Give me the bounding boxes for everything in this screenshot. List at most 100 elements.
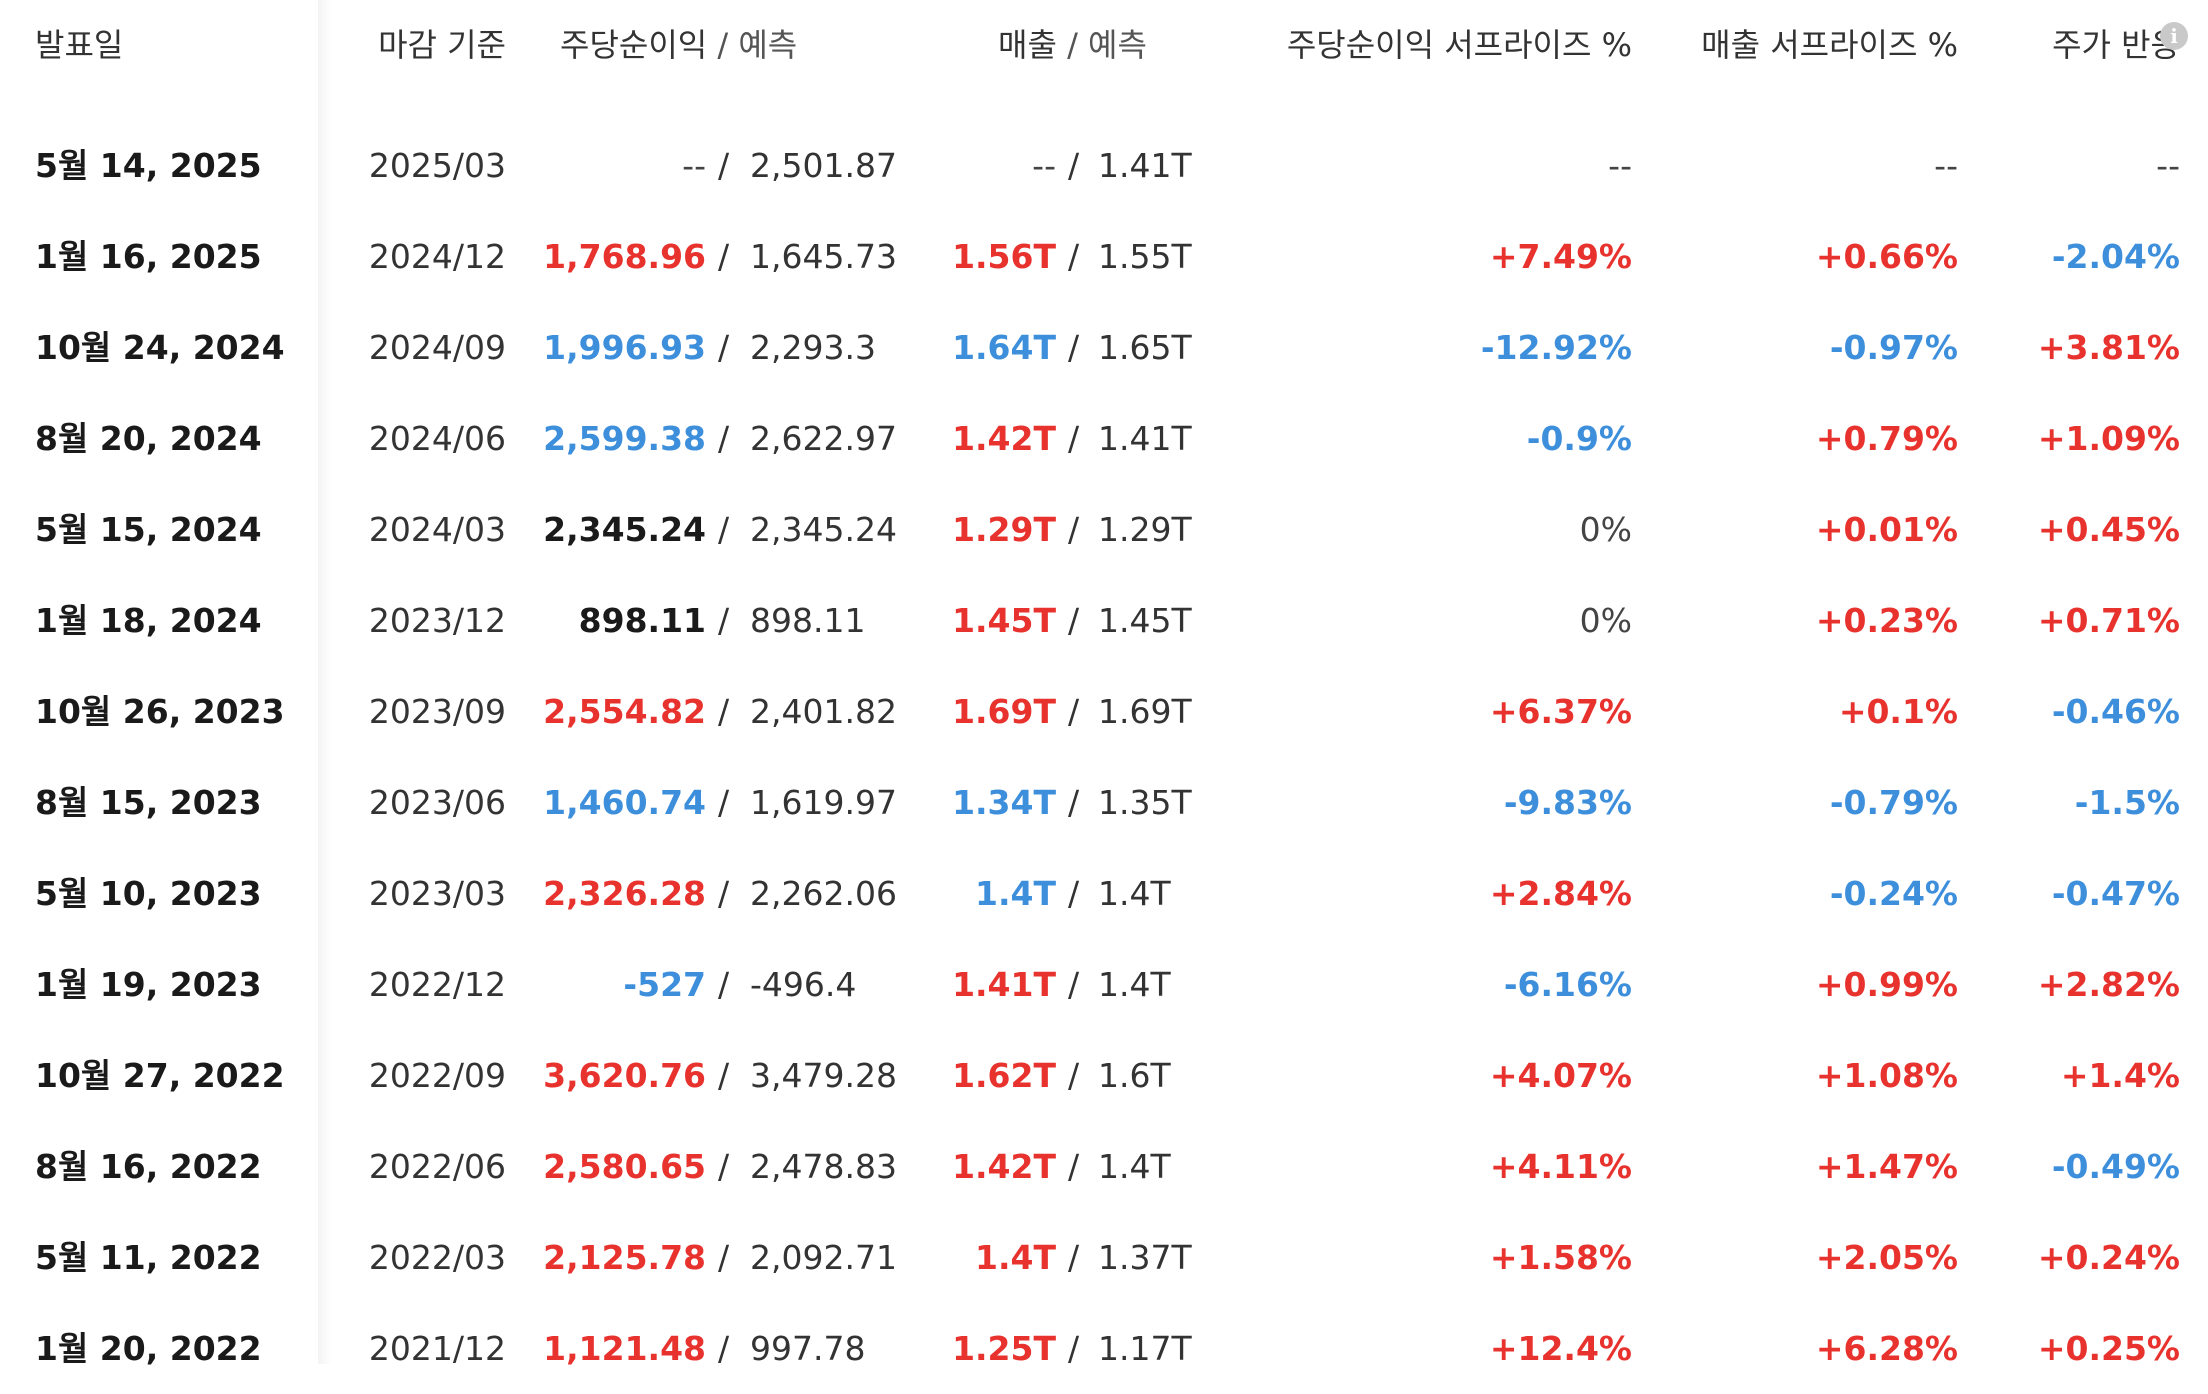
price-reaction: +1.09% [2037,419,2180,458]
eps-estimate: 3,479.28 [750,1056,897,1095]
revenue-surprise: -0.24% [1829,874,1958,913]
fiscal-period: 2024/06 [368,419,506,458]
eps-actual: 1,121.48 [543,1329,706,1368]
eps-surprise: +12.4% [1489,1329,1632,1368]
header-eps-surprise[interactable]: 주당순이익 서프라이즈 % [1240,22,1632,68]
release-date: 1월 20, 2022 [35,1329,262,1368]
header-price-reaction-label: 주가 반응 [2052,26,2180,64]
revenue-actual: 1.64T [952,328,1056,367]
revenue-separator: / [1068,783,1080,822]
revenue-surprise: +1.47% [1815,1147,1958,1186]
header-period[interactable]: 마감 기준 [330,22,506,68]
revenue-surprise: +0.99% [1815,965,1958,1004]
table-row[interactable]: 5월 11, 2022 2022/03 2,125.78 / 2,092.71 1.4T /… [0,1212,2208,1303]
table-row[interactable]: 5월 10, 2023 2023/03 2,326.28 / 2,262.06 1.4T /… [0,848,2208,939]
eps-surprise: +1.58% [1489,1238,1632,1277]
header-revenue-est-label: 예측 [1088,26,1147,64]
table-row[interactable]: 1월 19, 2023 2022/12 -527 / -496.4 1.41T / 1.4T -… [0,939,2208,1030]
revenue-estimate: 1.4T [1098,874,1171,913]
revenue-surprise: +0.23% [1815,601,1958,640]
price-reaction: +0.24% [2037,1238,2180,1277]
revenue-actual: 1.34T [952,783,1056,822]
price-reaction: +0.71% [2037,601,2180,640]
revenue-surprise: +6.28% [1815,1329,1958,1368]
price-reaction: -0.46% [2051,692,2180,731]
revenue-actual: 1.4T [975,1238,1056,1277]
eps-estimate: 1,645.73 [750,237,897,276]
price-reaction: +0.25% [2037,1329,2180,1368]
revenue-separator: / [1068,328,1080,367]
table-row[interactable]: 8월 16, 2022 2022/06 2,580.65 / 2,478.83 1.42T… [0,1121,2208,1212]
revenue-surprise: +0.1% [1838,692,1958,731]
eps-separator: / [718,1329,730,1368]
eps-actual: 3,620.76 [543,1056,706,1095]
header-price-reaction[interactable]: 주가 반응 [1980,22,2180,68]
price-reaction: +3.81% [2037,328,2180,367]
eps-estimate: 2,401.82 [750,692,897,731]
eps-separator: / [718,510,730,549]
table-row[interactable]: 10월 24, 2024 2024/09 1,996.93 / 2,293.3 1.64T… [0,302,2208,393]
revenue-actual: 1.42T [952,419,1056,458]
header-revenue-surprise-label: 매출 서프라이즈 % [1701,26,1958,64]
release-date: 10월 27, 2022 [35,1056,285,1095]
header-revenue[interactable]: 매출 / 예측 [998,22,1147,68]
fiscal-period: 2024/09 [368,328,506,367]
fiscal-period: 2023/03 [368,874,506,913]
eps-estimate: 898.11 [750,601,866,640]
eps-estimate: 1,619.97 [750,783,897,822]
revenue-surprise: -0.79% [1829,783,1958,822]
revenue-separator: / [1068,601,1080,640]
revenue-estimate: 1.45T [1098,601,1192,640]
release-date: 5월 11, 2022 [35,1238,262,1277]
fiscal-period: 2023/06 [368,783,506,822]
price-reaction: +0.45% [2037,510,2180,549]
revenue-estimate: 1.69T [1098,692,1192,731]
release-date: 1월 16, 2025 [35,237,262,276]
fiscal-period: 2022/12 [368,965,506,1004]
revenue-actual: 1.29T [952,510,1056,549]
table-row[interactable]: 8월 15, 2023 2023/06 1,460.74 / 1,619.97 1.34T… [0,757,2208,848]
price-reaction: -2.04% [2051,237,2180,276]
eps-separator: / [718,328,730,367]
table-row[interactable]: 10월 27, 2022 2022/09 3,620.76 / 3,479.28 1.62… [0,1030,2208,1121]
table-row[interactable]: 5월 14, 2025 2025/03 -- / 2,501.87 -- / 1.41T -- -… [0,120,2208,211]
eps-separator: / [718,1238,730,1277]
header-date-label: 발표일 [35,26,124,64]
table-row[interactable]: 8월 20, 2024 2024/06 2,599.38 / 2,622.97 1.42T… [0,393,2208,484]
header-info[interactable]: i [2150,22,2188,59]
table-row[interactable]: 1월 18, 2024 2023/12 898.11 / 898.11 1.45T / 1.4… [0,575,2208,666]
eps-separator: / [718,1147,730,1186]
eps-separator: / [718,237,730,276]
revenue-actual: 1.62T [952,1056,1056,1095]
revenue-surprise: +0.79% [1815,419,1958,458]
table-row[interactable]: 5월 15, 2024 2024/03 2,345.24 / 2,345.24 1.29T… [0,484,2208,575]
header-eps[interactable]: 주당순이익 / 예측 [560,22,797,68]
revenue-estimate: 1.4T [1098,965,1171,1004]
revenue-surprise: +2.05% [1815,1238,1958,1277]
eps-surprise: -9.83% [1503,783,1632,822]
release-date: 8월 16, 2022 [35,1147,262,1186]
price-reaction: -1.5% [2074,783,2180,822]
info-icon[interactable]: i [2160,22,2188,50]
header-date[interactable]: 발표일 [35,22,123,68]
eps-separator: / [718,965,730,1004]
eps-surprise: -- [1608,146,1632,185]
revenue-actual: 1.25T [952,1329,1056,1368]
fiscal-period: 2022/03 [368,1238,506,1277]
eps-estimate: 2,501.87 [750,146,897,185]
table-row[interactable]: 1월 20, 2022 2021/12 1,121.48 / 997.78 1.25T / 1… [0,1303,2208,1394]
fiscal-period: 2023/12 [368,601,506,640]
eps-surprise: +7.49% [1489,237,1632,276]
eps-actual: 2,554.82 [543,692,706,731]
eps-surprise: +6.37% [1489,692,1632,731]
header-eps-est-label: 예측 [738,26,798,64]
eps-separator: / [718,874,730,913]
header-revenue-surprise[interactable]: 매출 서프라이즈 % [1660,22,1958,68]
revenue-separator: / [1068,1238,1080,1277]
revenue-separator: / [1068,874,1080,913]
table-row[interactable]: 10월 26, 2023 2023/09 2,554.82 / 2,401.82 1.69… [0,666,2208,757]
release-date: 5월 14, 2025 [35,146,262,185]
table-row[interactable]: 1월 16, 2025 2024/12 1,768.96 / 1,645.73 1.56T… [0,211,2208,302]
price-reaction: -- [2156,146,2180,185]
eps-estimate: 2,262.06 [750,874,897,913]
